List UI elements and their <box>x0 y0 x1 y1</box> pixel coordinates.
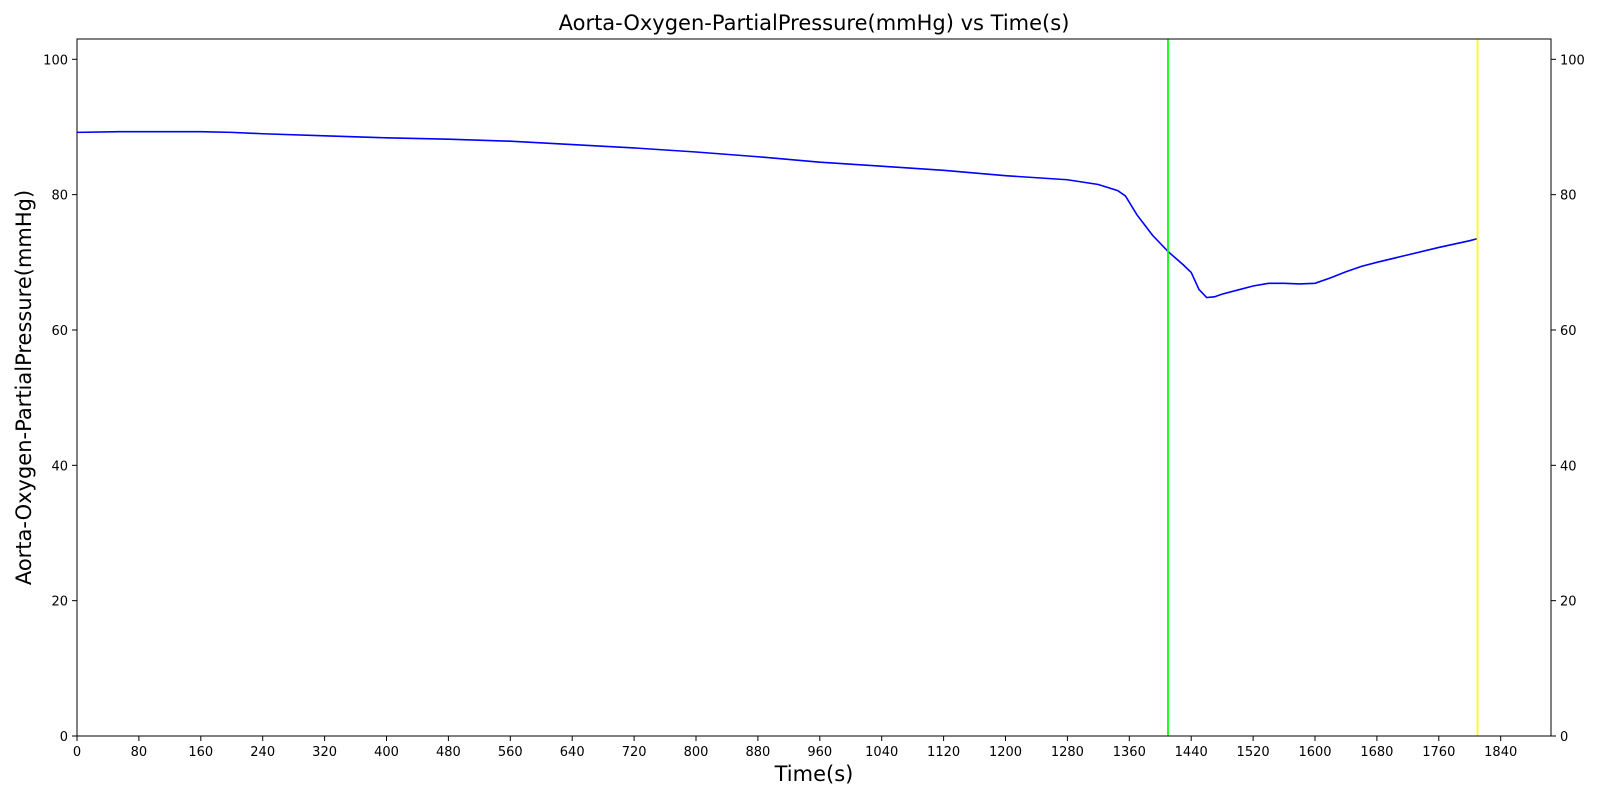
x-tick-label: 640 <box>560 745 585 760</box>
x-tick-label: 1840 <box>1484 745 1517 760</box>
y-tick-label: 0 <box>60 730 68 745</box>
y-tick-label: 60 <box>51 324 68 339</box>
x-tick-label: 1040 <box>865 745 898 760</box>
plot-area <box>76 39 1479 736</box>
x-tick-label: 1760 <box>1422 745 1455 760</box>
x-tick-label: 320 <box>312 745 337 760</box>
x-tick-label: 480 <box>436 745 461 760</box>
y-axis-label: Aorta-Oxygen-PartialPressure(mmHg) <box>12 190 36 585</box>
y-tick-label: 20 <box>51 595 68 610</box>
right-y-tick-label: 100 <box>1560 53 1585 68</box>
axis-ticks: 0 80 160 240 320 400 480 560 640 720 800 880 960 1040… <box>43 53 1585 760</box>
chart-title: Aorta-Oxygen-PartialPressure(mmHg) vs Ti… <box>559 11 1070 35</box>
x-tick-label: 1440 <box>1175 745 1208 760</box>
series-line-0 <box>76 130 1478 299</box>
y-tick-label: 80 <box>51 189 68 204</box>
x-tick-label: 1520 <box>1237 745 1270 760</box>
x-tick-label: 1200 <box>989 745 1022 760</box>
x-tick-label: 80 <box>131 745 148 760</box>
x-tick-label: 0 <box>73 745 81 760</box>
x-tick-label: 1600 <box>1298 745 1331 760</box>
x-tick-label: 1680 <box>1360 745 1393 760</box>
x-tick-label: 560 <box>498 745 523 760</box>
right-y-tick-label: 20 <box>1560 595 1577 610</box>
x-tick-label: 880 <box>745 745 770 760</box>
right-y-tick-label: 60 <box>1560 324 1577 339</box>
x-tick-label: 240 <box>250 745 275 760</box>
right-y-tick-label: 0 <box>1560 730 1568 745</box>
y-tick-label: 40 <box>51 459 68 474</box>
plot-frame <box>76 38 1552 737</box>
x-tick-label: 1360 <box>1113 745 1146 760</box>
x-tick-label: 960 <box>807 745 832 760</box>
right-y-tick-label: 80 <box>1560 189 1577 204</box>
x-tick-label: 720 <box>622 745 647 760</box>
x-axis-label: Time(s) <box>774 762 854 786</box>
right-y-tick-label: 40 <box>1560 459 1577 474</box>
x-tick-label: 800 <box>684 745 709 760</box>
x-tick-label: 160 <box>188 745 213 760</box>
x-tick-label: 1120 <box>927 745 960 760</box>
x-tick-label: 400 <box>374 745 399 760</box>
x-tick-label: 1280 <box>1051 745 1084 760</box>
y-tick-label: 100 <box>43 53 68 68</box>
